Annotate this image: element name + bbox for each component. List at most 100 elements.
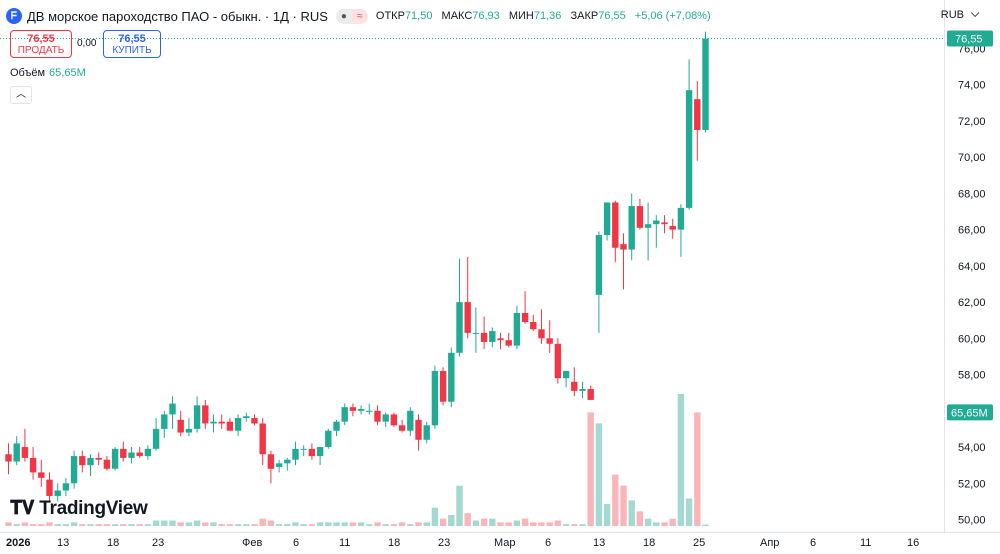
candle-body — [505, 340, 512, 346]
volume-bar — [267, 520, 275, 526]
volume-bar — [284, 524, 291, 526]
candle-body — [636, 206, 644, 228]
candle-body — [472, 332, 480, 334]
volume-bar — [653, 522, 660, 526]
status-pill[interactable]: ● ≈ — [335, 8, 368, 24]
candle — [193, 396, 201, 433]
candle — [144, 445, 152, 460]
candle — [505, 332, 512, 348]
candle-body — [144, 448, 152, 457]
candle — [185, 418, 193, 437]
candle — [661, 215, 668, 234]
collapse-legend-button[interactable]: ︿ — [10, 86, 32, 104]
buy-label: КУПИТЬ — [112, 45, 152, 56]
time-axis: 2026 13 18 23 Фев 6 11 18 23 Мар 6 13 18 25 Апр 6 11 16 — [6, 537, 919, 549]
volume-bar — [169, 520, 176, 526]
volume-label: Объём — [10, 67, 46, 79]
candle — [644, 202, 652, 261]
volume-bar — [374, 522, 381, 526]
volume-bar — [54, 524, 61, 526]
volume-bar — [390, 524, 398, 526]
candle-body — [46, 479, 53, 496]
candle — [431, 365, 439, 429]
volume-bar — [292, 522, 299, 526]
candle-body — [70, 456, 78, 484]
candle — [677, 204, 685, 257]
volume-bar — [210, 522, 217, 526]
price-tick-label: 60,00 — [958, 333, 986, 345]
candle — [341, 403, 348, 426]
tradingview-logo[interactable]: 𝐓𝐕 TradingView — [10, 498, 148, 520]
candle-body — [480, 332, 488, 342]
volume-value: 65,65M — [49, 67, 86, 79]
candle-body — [513, 312, 521, 346]
candle — [38, 459, 45, 487]
candle — [398, 419, 406, 433]
candle-body — [620, 244, 627, 250]
candle — [685, 59, 693, 210]
candle — [513, 305, 521, 350]
candle — [202, 399, 209, 429]
candle-body — [390, 414, 398, 426]
sell-button[interactable]: 76,55 ПРОДАТЬ — [10, 30, 72, 58]
volume-bar — [62, 524, 70, 526]
time-tick-label: 13 — [57, 537, 69, 549]
price-tick-label: 50,00 — [958, 515, 986, 527]
candle-body — [333, 421, 340, 431]
volume-bar — [70, 522, 78, 526]
volume-bar — [243, 524, 250, 526]
candle-body — [497, 338, 504, 341]
candle-body — [13, 443, 20, 462]
volume-bar — [185, 522, 193, 526]
symbol-title[interactable]: ДВ морское пароходство ПАО - обыкн. · 1Д… — [27, 8, 328, 24]
volume-bar — [259, 518, 266, 526]
currency-select[interactable]: RUB — [941, 9, 976, 21]
volume-bar — [472, 520, 480, 526]
price-tick-label: 66,00 — [958, 225, 986, 237]
volume-bar — [357, 522, 365, 526]
candle — [571, 367, 578, 397]
volume-bar — [661, 522, 668, 526]
volume-bar — [21, 522, 29, 526]
high-value: 76,93 — [472, 10, 500, 22]
volume-bar — [521, 518, 529, 526]
candle — [415, 414, 422, 451]
volume-bar — [612, 474, 619, 526]
volume-bar — [251, 524, 258, 526]
volume-bar — [398, 522, 406, 526]
candle-body — [357, 408, 365, 411]
candle-body — [702, 38, 709, 130]
candle-body — [595, 235, 603, 295]
candle-body — [571, 381, 578, 391]
volume-bar — [620, 485, 627, 526]
candle-body — [111, 448, 119, 469]
volume-bar — [439, 518, 447, 526]
buy-button[interactable]: 76,55 КУПИТЬ — [103, 30, 161, 58]
time-tick-label: 11 — [339, 537, 350, 549]
sell-label: ПРОДАТЬ — [17, 45, 65, 56]
volume-bar — [202, 522, 209, 526]
candle-body — [54, 490, 61, 496]
delay-icon: ≈ — [351, 8, 368, 24]
time-tick-label: 11 — [860, 537, 871, 549]
volume-bar — [38, 524, 45, 526]
candle — [702, 31, 709, 133]
candle — [382, 412, 389, 428]
volume-bar — [87, 524, 94, 526]
candle — [169, 396, 176, 429]
volume-bar — [554, 520, 562, 526]
candle — [161, 410, 168, 438]
time-tick-label: Мар — [494, 537, 516, 549]
candle — [267, 450, 275, 484]
price-tick-label: 52,00 — [958, 478, 986, 490]
volume-bar — [161, 520, 168, 526]
price-tick-label: 64,00 — [958, 261, 986, 273]
candle-body — [579, 389, 586, 391]
volume-bar — [546, 522, 553, 526]
volume-bar — [644, 518, 652, 526]
volume-bar — [275, 524, 283, 526]
volume-bar — [603, 504, 611, 526]
time-tick-label: 25 — [693, 537, 705, 549]
candle-body — [136, 452, 143, 457]
